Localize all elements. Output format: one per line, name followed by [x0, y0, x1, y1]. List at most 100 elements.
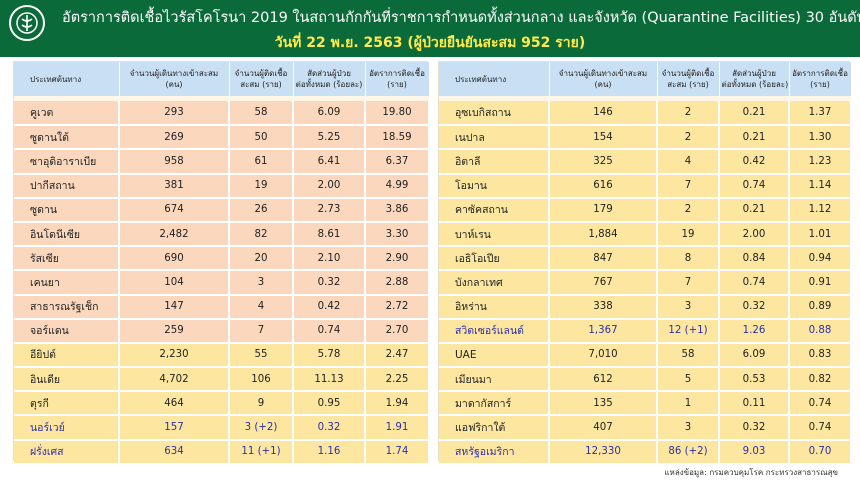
table-header-row: ประเทศต้นทาง จำนวนผู้เดินทางเข้าสะสม (คน)… [14, 62, 430, 96]
travelers-cell: 12,330 [549, 439, 658, 465]
rate-cell: 2.72 [365, 294, 430, 320]
rate-cell: 3.30 [365, 221, 430, 248]
rate-cell: 6.37 [365, 149, 430, 175]
data-source-note: แหล่งข้อมูล: กรมควบคุมโรค กระทรวงสาธารณส… [664, 468, 838, 477]
header-infected: จำนวนผู้ติดเชื้อ สะสม (ราย) [657, 62, 720, 96]
page-title: อัตราการติดเชื้อไวรัสโคโรนา 2019 ในสถานก… [62, 10, 860, 26]
travelers-cell: 690 [119, 246, 230, 272]
infected-cell: 3 [657, 415, 720, 441]
infected-cell: 1 [657, 391, 720, 417]
infected-cell: 20 [229, 246, 294, 272]
rate-cell: 0.94 [789, 246, 852, 272]
share-cell: 2.00 [719, 221, 790, 248]
table-row: บังกลาเทศ 767 7 0.74 0.91 [439, 270, 852, 296]
share-cell: 0.21 [719, 125, 790, 151]
travelers-cell: 338 [549, 294, 658, 320]
infected-cell: 12 (+1) [657, 318, 720, 344]
travelers-cell: 674 [119, 197, 230, 223]
right-table-panel: ประเทศต้นทาง จำนวนผู้เดินทางเข้าสะสม (คน)… [438, 61, 852, 465]
table-row: สาธารณรัฐเช็ก 147 4 0.42 2.72 [14, 294, 430, 320]
right-table-body: อุซเบกิสถาน 146 2 0.21 1.37 เนปาล 154 2 0.21 1.30… [439, 101, 852, 465]
table-row: จอร์แดน 259 7 0.74 2.70 [14, 318, 430, 344]
rate-cell: 19.80 [365, 101, 430, 127]
header-banner: อัตราการติดเชื้อไวรัสโคโรนา 2019 ในสถานก… [0, 0, 860, 57]
country-cell: บาห์เรน [439, 221, 550, 248]
table-row: สวิตเซอร์แลนด์ 1,367 12 (+1) 1.26 0.88 [439, 318, 852, 344]
rate-cell: 18.59 [365, 125, 430, 151]
table-row: บาห์เรน 1,884 19 2.00 1.01 [439, 221, 852, 248]
rate-cell: 1.01 [789, 221, 852, 248]
travelers-cell: 147 [119, 294, 230, 320]
rate-cell: 2.70 [365, 318, 430, 344]
infected-cell: 19 [229, 173, 294, 199]
table-row: อินเดีย 4,702 106 11.13 2.25 [14, 367, 430, 393]
header-travelers: จำนวนผู้เดินทางเข้าสะสม (คน) [549, 62, 658, 96]
travelers-cell: 259 [119, 318, 230, 344]
country-cell: โอมาน [439, 173, 550, 199]
share-cell: 9.03 [719, 439, 790, 465]
country-cell: ซูดานใต้ [14, 125, 120, 151]
table-row: คูเวต 293 58 6.09 19.80 [14, 101, 430, 127]
rate-cell: 1.14 [789, 173, 852, 199]
table-header-row: ประเทศต้นทาง จำนวนผู้เดินทางเข้าสะสม (คน)… [439, 62, 852, 96]
department-logo-icon [9, 5, 45, 41]
table-row: แอฟริกาใต้ 407 3 0.32 0.74 [439, 415, 852, 441]
share-cell: 0.21 [719, 197, 790, 223]
country-cell: สวิตเซอร์แลนด์ [439, 318, 550, 344]
country-cell: UAE [439, 342, 550, 369]
table-row: อิหร่าน 338 3 0.32 0.89 [439, 294, 852, 320]
left-table-body: คูเวต 293 58 6.09 19.80 ซูดานใต้ 269 50 5.25 18.5… [14, 101, 430, 465]
rate-cell: 4.99 [365, 173, 430, 199]
travelers-cell: 381 [119, 173, 230, 199]
table-row: อินโดนีเซีย 2,482 82 8.61 3.30 [14, 221, 430, 248]
left-table-panel: ประเทศต้นทาง จำนวนผู้เดินทางเข้าสะสม (คน)… [13, 61, 430, 465]
country-cell: เคนยา [14, 270, 120, 296]
share-cell: 0.53 [719, 367, 790, 393]
travelers-cell: 154 [549, 125, 658, 151]
country-cell: แอฟริกาใต้ [439, 415, 550, 441]
table-row: เนปาล 154 2 0.21 1.30 [439, 125, 852, 151]
travelers-cell: 958 [119, 149, 230, 175]
country-cell: ซูดาน [14, 197, 120, 223]
country-cell: เอธิโอเปีย [439, 246, 550, 272]
infected-cell: 3 [229, 270, 294, 296]
share-cell: 2.73 [293, 197, 366, 223]
travelers-cell: 1,884 [549, 221, 658, 248]
infected-cell: 55 [229, 342, 294, 369]
country-cell: เมียนมา [439, 367, 550, 393]
header-infected: จำนวนผู้ติดเชื้อ สะสม (ราย) [229, 62, 294, 96]
infected-cell: 58 [657, 342, 720, 369]
travelers-cell: 616 [549, 173, 658, 199]
travelers-cell: 157 [119, 415, 230, 441]
infected-cell: 3 (+2) [229, 415, 294, 441]
header-country: ประเทศต้นทาง [14, 62, 120, 96]
share-cell: 8.61 [293, 221, 366, 248]
rate-cell: 3.86 [365, 197, 430, 223]
right-data-table: ประเทศต้นทาง จำนวนผู้เดินทางเข้าสะสม (คน)… [439, 62, 852, 465]
table-row: เคนยา 104 3 0.32 2.88 [14, 270, 430, 296]
infected-cell: 50 [229, 125, 294, 151]
share-cell: 0.84 [719, 246, 790, 272]
country-cell: ซาอุดิอาราเบีย [14, 149, 120, 175]
table-row: สหรัฐอเมริกา 12,330 86 (+2) 9.03 0.70 [439, 439, 852, 465]
share-cell: 0.95 [293, 391, 366, 417]
table-row: นอร์เวย์ 157 3 (+2) 0.32 1.91 [14, 415, 430, 441]
share-cell: 0.42 [293, 294, 366, 320]
country-cell: นอร์เวย์ [14, 415, 120, 441]
travelers-cell: 407 [549, 415, 658, 441]
travelers-cell: 2,482 [119, 221, 230, 248]
share-cell: 6.09 [719, 342, 790, 369]
country-cell: จอร์แดน [14, 318, 120, 344]
rate-cell: 2.25 [365, 367, 430, 393]
travelers-cell: 1,367 [549, 318, 658, 344]
header-rate: อัตราการติดเชื้อ (ราย) [365, 62, 430, 96]
table-row: UAE 7,010 58 6.09 0.83 [439, 342, 852, 369]
rate-cell: 0.70 [789, 439, 852, 465]
infected-cell: 9 [229, 391, 294, 417]
share-cell: 5.25 [293, 125, 366, 151]
share-cell: 2.00 [293, 173, 366, 199]
rate-cell: 0.74 [789, 415, 852, 441]
share-cell: 1.26 [719, 318, 790, 344]
rate-cell: 1.94 [365, 391, 430, 417]
travelers-cell: 135 [549, 391, 658, 417]
